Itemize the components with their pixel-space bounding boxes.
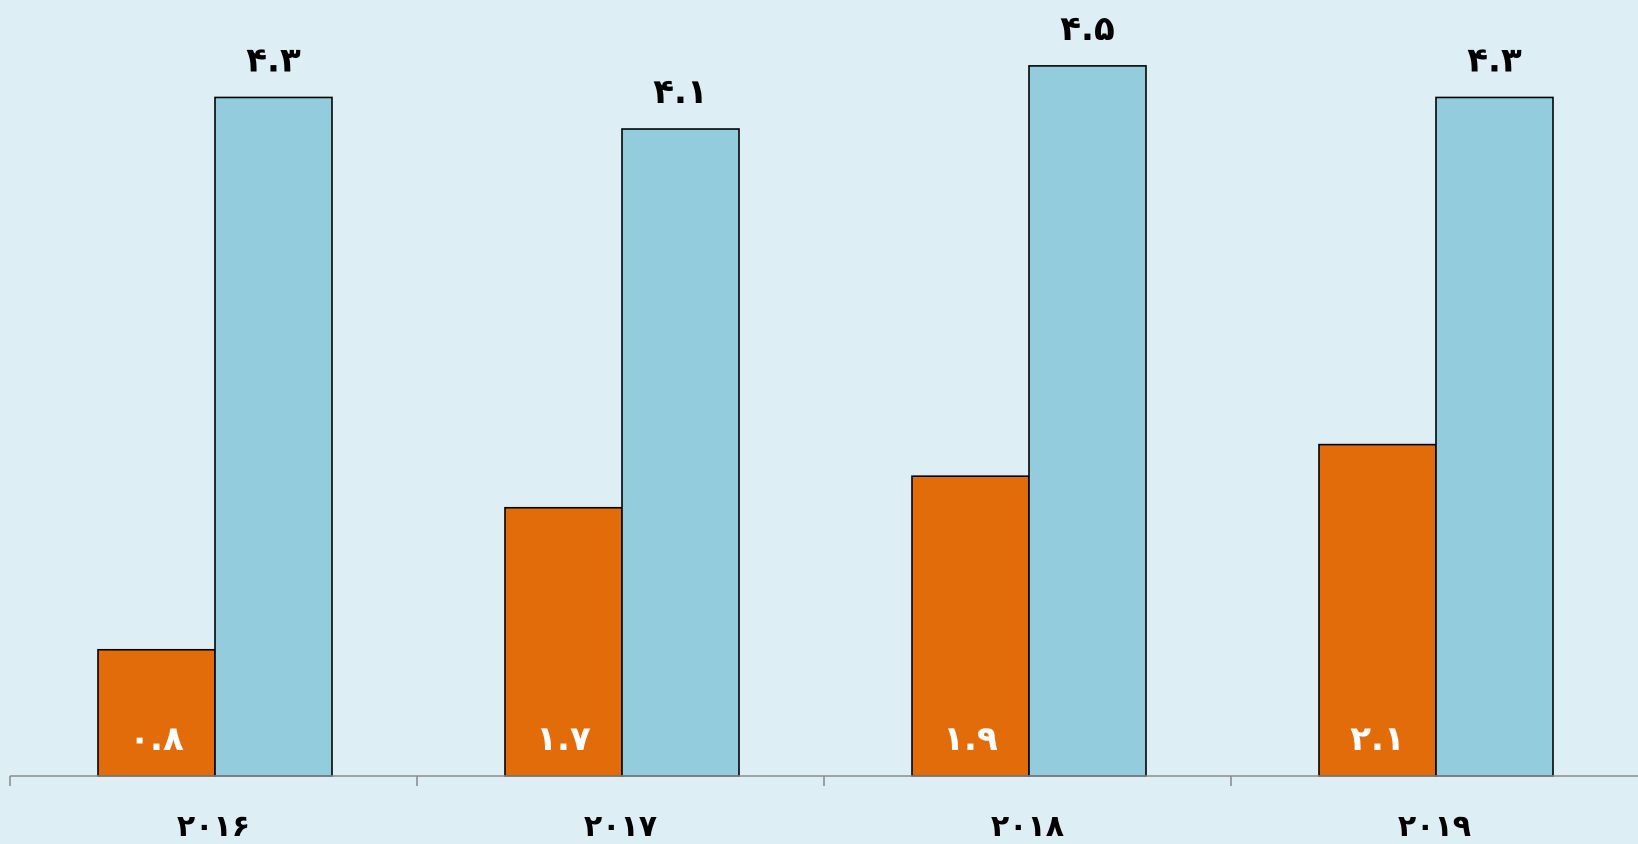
data-label-series1-2: ۱.۹ xyxy=(943,719,998,759)
x-axis xyxy=(9,775,1638,786)
data-labels-group: ۰.۸ ۴.۳ ۱.۷ ۴.۱ ۱.۹ ۴.۵ ۲.۱ ۴.۳ xyxy=(129,9,1522,759)
bar-series2-2 xyxy=(1028,65,1147,777)
data-label-series1-0: ۰.۸ xyxy=(129,719,184,759)
data-label-series2-1: ۴.۱ xyxy=(653,72,707,112)
bar-series1-0 xyxy=(97,648,216,777)
data-label-series2-3: ۴.۳ xyxy=(1467,40,1522,80)
x-tick-label-1: ۲۰۱۷ xyxy=(584,809,657,844)
x-tick-label-3: ۲۰۱۹ xyxy=(1398,809,1471,844)
x-tick-label-2: ۲۰۱۸ xyxy=(991,809,1064,844)
bar-series2-0 xyxy=(214,96,333,777)
bars-group xyxy=(97,65,1554,777)
data-label-series1-1: ۱.۷ xyxy=(536,719,591,759)
x-tick-label-0: ۲۰۱۶ xyxy=(177,809,250,844)
bar-series2-3 xyxy=(1435,96,1554,777)
data-label-series2-0: ۴.۳ xyxy=(246,40,301,80)
x-tick-labels-group: ۲۰۱۶ ۲۰۱۷ ۲۰۱۸ ۲۰۱۹ xyxy=(177,809,1471,844)
bar-series2-1 xyxy=(621,128,740,777)
data-label-series1-3: ۲.۱ xyxy=(1350,719,1404,759)
data-label-series2-2: ۴.۵ xyxy=(1060,9,1114,49)
bar-series1-2 xyxy=(911,475,1030,777)
bar-series1-1 xyxy=(504,506,623,777)
bar-series1-3 xyxy=(1318,443,1437,777)
